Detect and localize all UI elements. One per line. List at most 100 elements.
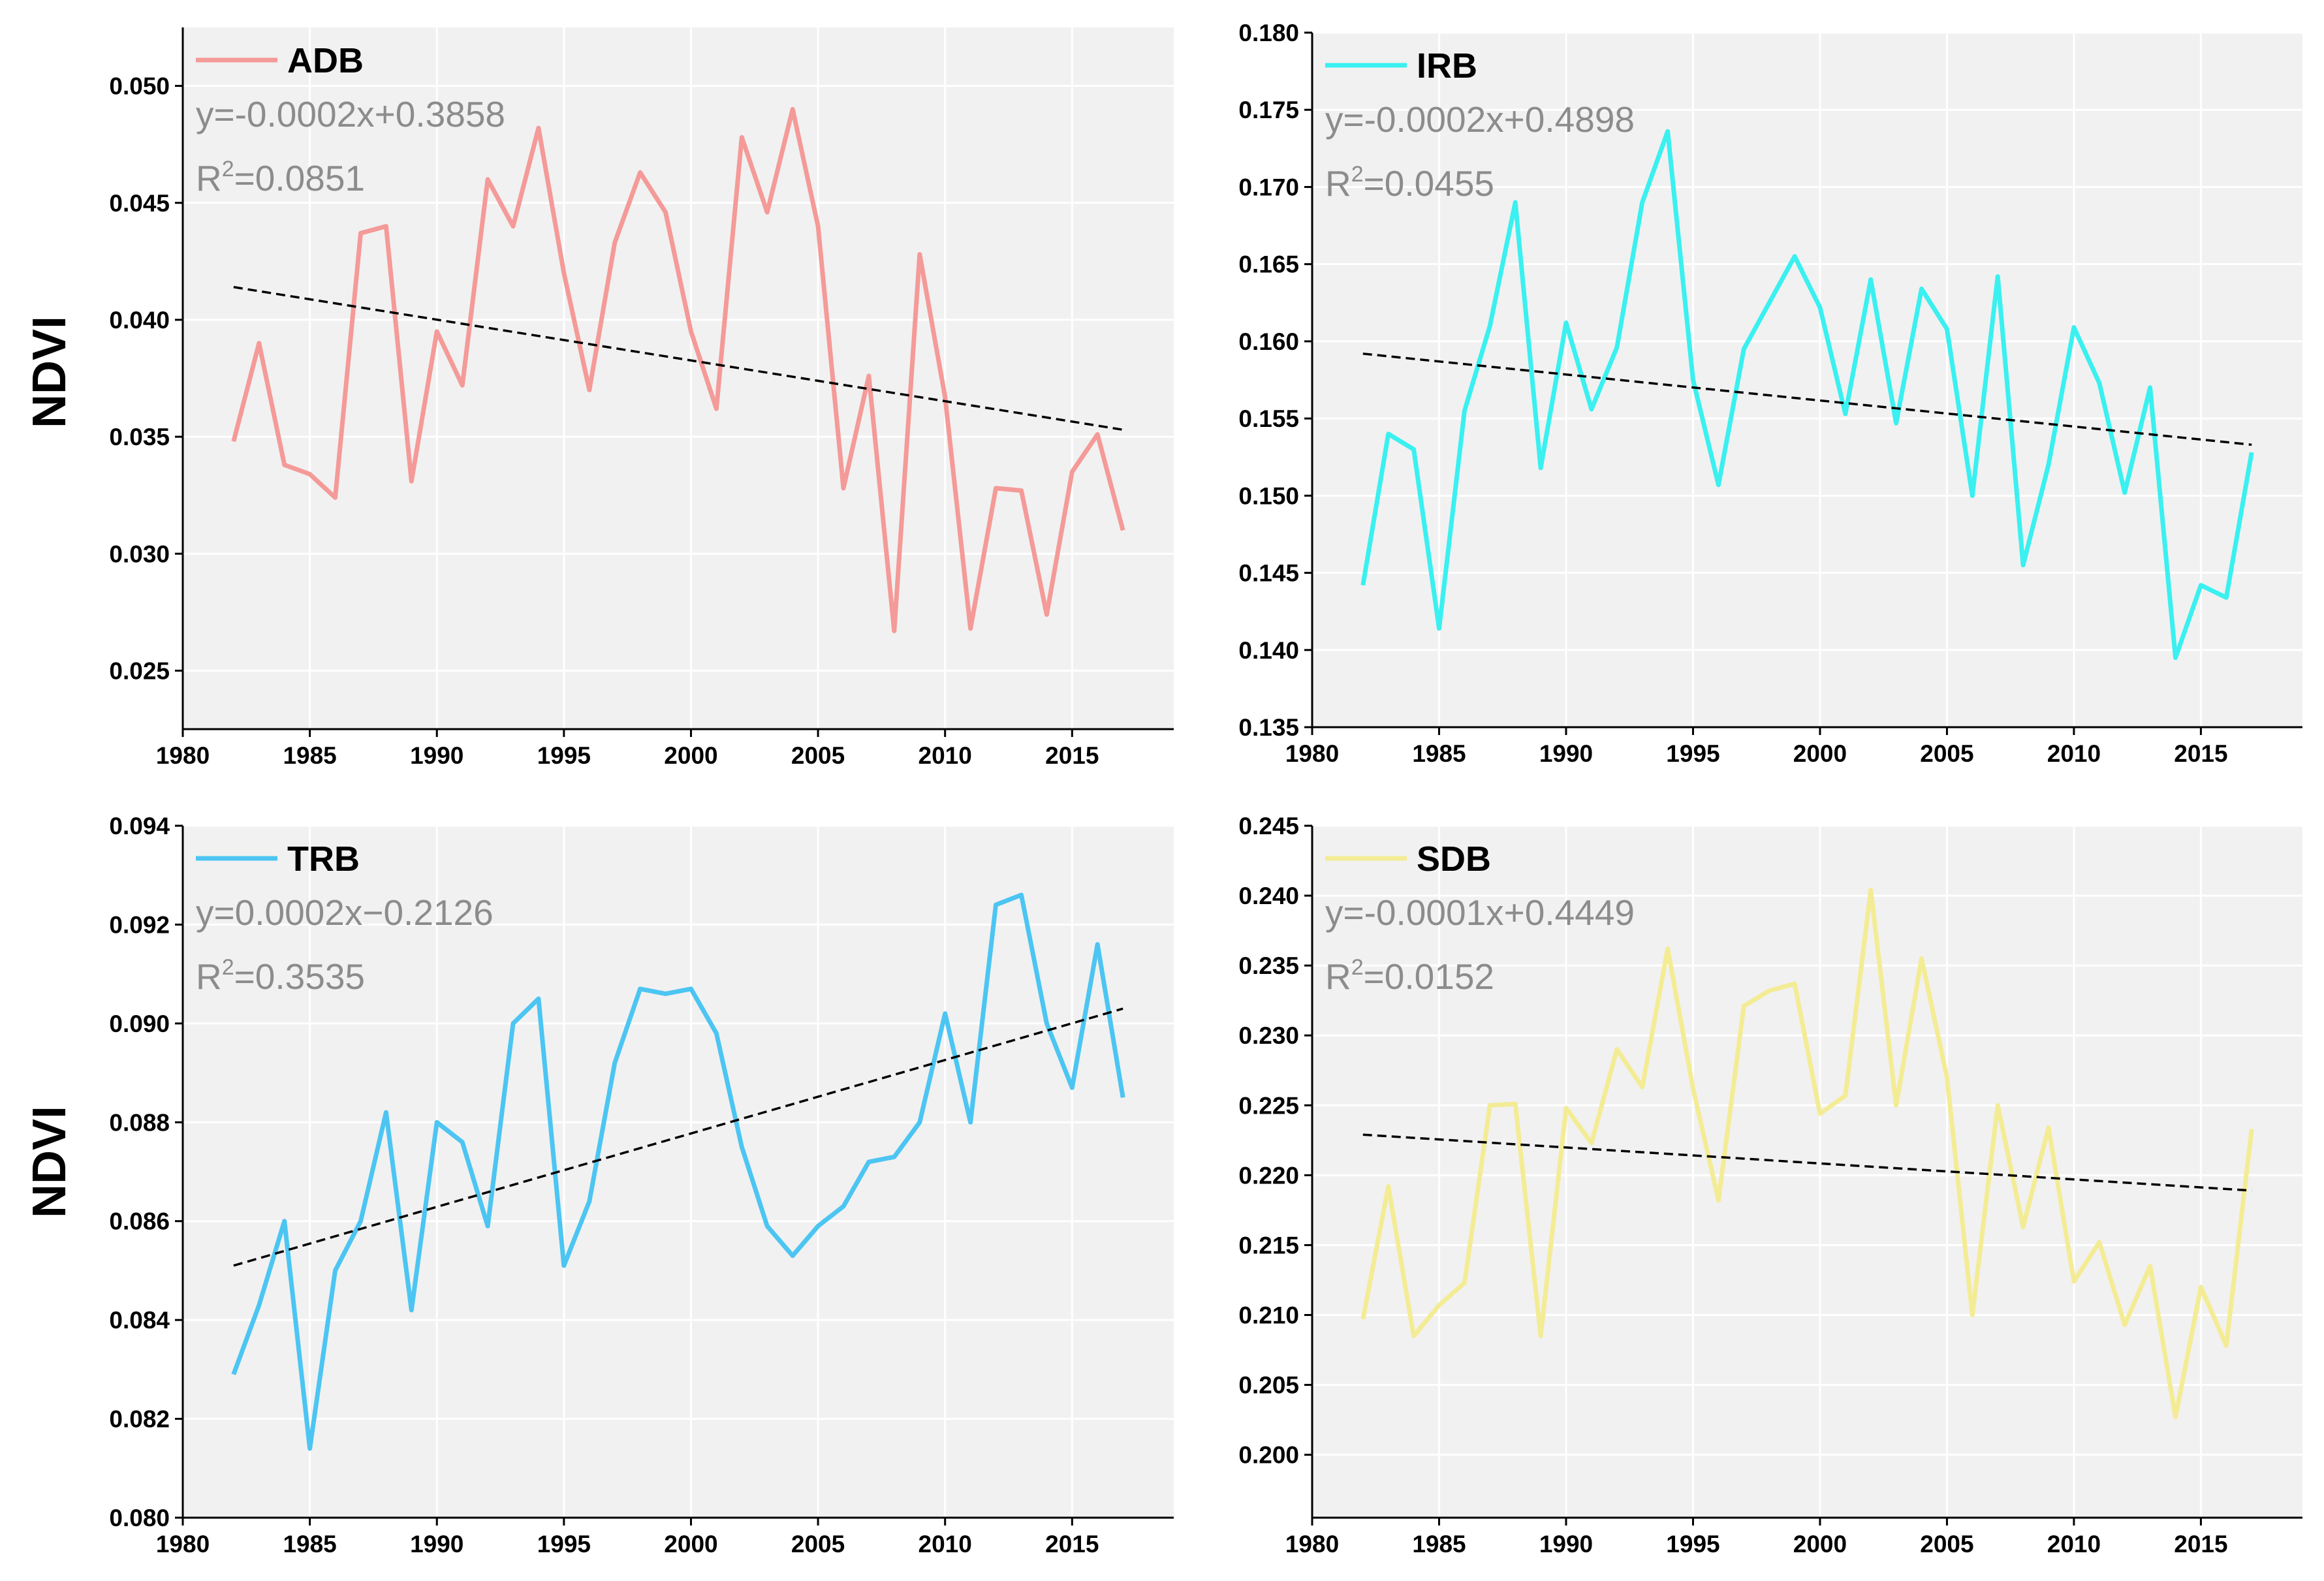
y-tick-label: 0.180 <box>1238 20 1299 46</box>
y-tick-label: 0.165 <box>1238 251 1299 278</box>
y-tick-label: 0.230 <box>1238 1022 1299 1049</box>
y-tick-label: 0.035 <box>109 424 170 450</box>
r-squared-trb: R2=0.3535 <box>196 955 365 997</box>
trend-line-sdb <box>1362 1133 2252 1192</box>
r-squared-adb: R2=0.0851 <box>196 157 365 198</box>
x-tick-label: 2015 <box>1045 742 1099 769</box>
y-axis-label-top: NDVI <box>24 316 76 428</box>
r-squared-symbol: R <box>196 956 222 997</box>
y-tick-label: 0.175 <box>1238 97 1299 123</box>
y-tick-label: 0.088 <box>109 1109 170 1136</box>
trend-line-trb <box>233 1007 1123 1267</box>
trend-equation-sdb: y=-0.0001x+0.4449 <box>1325 892 1635 933</box>
y-axis-label-bottom: NDVI <box>24 1106 76 1218</box>
r-squared-exponent: 2 <box>1351 955 1364 980</box>
trend-equation-trb: y=0.0002x−0.2126 <box>196 892 494 933</box>
r-squared-exponent: 2 <box>222 955 234 980</box>
y-tick-label: 0.140 <box>1238 637 1299 664</box>
x-tick-label: 1990 <box>410 742 463 769</box>
r-squared-symbol: R <box>196 158 222 198</box>
y-tick-label: 0.225 <box>1238 1092 1299 1119</box>
x-tick-label: 2000 <box>664 742 717 769</box>
x-tick-label: 2015 <box>2174 1531 2227 1558</box>
x-tick-label: 1995 <box>1666 1531 1719 1558</box>
y-tick-label: 0.025 <box>109 657 170 684</box>
x-tick-label: 1990 <box>1539 740 1593 767</box>
trend-equation-irb: y=-0.0002x+0.4898 <box>1325 99 1635 140</box>
legend-irb: IRB <box>1325 46 1477 86</box>
y-tick-label: 0.086 <box>109 1208 170 1235</box>
x-tick-label: 2005 <box>791 1531 845 1558</box>
x-tick-label: 1990 <box>1539 1531 1593 1558</box>
r-squared-value: =0.0455 <box>1364 163 1494 204</box>
series-line-irb <box>1360 129 2254 661</box>
r-squared-symbol: R <box>1325 163 1351 204</box>
x-tick-label: 1995 <box>1666 740 1719 767</box>
y-tick-label: 0.215 <box>1238 1232 1299 1259</box>
trend-equation-adb: y=-0.0002x+0.3858 <box>196 94 505 134</box>
y-tick-label: 0.205 <box>1238 1372 1299 1399</box>
x-tick-label: 1985 <box>1412 1531 1466 1558</box>
x-tick-label: 2000 <box>1793 740 1847 767</box>
r-squared-irb: R2=0.0455 <box>1325 162 1494 204</box>
y-tick-label: 0.200 <box>1238 1442 1299 1469</box>
x-tick-label: 1985 <box>283 1531 336 1558</box>
panel-trb: 1980 1985 1990 1995 2000 2005 2010 2015 0.080 0.0… <box>109 813 1174 1558</box>
y-tick-label: 0.160 <box>1238 328 1299 355</box>
x-tick-label: 1980 <box>1285 1531 1339 1558</box>
x-tick-label: 2015 <box>1045 1531 1099 1558</box>
y-tick-label: 0.094 <box>109 813 170 839</box>
gridlines <box>1311 824 2302 1518</box>
plot-background <box>1312 826 2302 1518</box>
series-line-sdb <box>1360 888 2254 1420</box>
y-tick-label: 0.050 <box>109 73 170 100</box>
panel-sdb: 1980 1985 1990 1995 2000 2005 2010 2015 0.200 0.2… <box>1238 813 2302 1558</box>
x-tick-label: 1995 <box>537 1531 591 1558</box>
series-line-trb <box>231 892 1125 1451</box>
y-tick-label: 0.145 <box>1238 560 1299 587</box>
x-tick-label: 2000 <box>664 1531 717 1558</box>
panel-adb: 1980 1985 1990 1995 2000 2005 2010 2015 0.025 0.0… <box>109 27 1174 769</box>
x-tick-label: 1995 <box>537 742 591 769</box>
x-tick-label: 1990 <box>410 1531 463 1558</box>
y-tick-label: 0.080 <box>109 1505 170 1531</box>
trend-line-irb <box>1362 352 2252 446</box>
gridlines <box>181 27 1174 729</box>
x-tick-label: 2010 <box>2047 740 2101 767</box>
r-squared-symbol: R <box>1325 956 1351 997</box>
legend-label-sdb: SDB <box>1417 839 1491 879</box>
series-line-adb <box>231 106 1125 633</box>
legend-sdb: SDB <box>1325 839 1491 879</box>
x-tick-label: 1985 <box>283 742 336 769</box>
y-tick-label: 0.240 <box>1238 883 1299 909</box>
r-squared-value: =0.0851 <box>234 158 365 198</box>
x-tick-label: 2000 <box>1793 1531 1847 1558</box>
y-tick-label: 0.150 <box>1238 482 1299 509</box>
trend-line-adb <box>233 286 1123 431</box>
x-tick-label: 2015 <box>2174 740 2227 767</box>
y-tick-label: 0.090 <box>109 1010 170 1037</box>
x-tick-label: 1980 <box>156 1531 210 1558</box>
x-tick-label: 2005 <box>1920 740 1973 767</box>
y-tick-label: 0.220 <box>1238 1162 1299 1189</box>
x-tick-label: 1980 <box>156 742 210 769</box>
y-tick-label: 0.084 <box>109 1307 170 1334</box>
x-tick-label: 1980 <box>1285 740 1339 767</box>
panel-irb: 1980 1985 1990 1995 2000 2005 2010 2015 0.135 0.1… <box>1238 20 2302 767</box>
r-squared-exponent: 2 <box>222 157 234 181</box>
y-tick-label: 0.030 <box>109 540 170 567</box>
y-tick-label: 0.245 <box>1238 813 1299 839</box>
axes: 1980 1985 1990 1995 2000 2005 2010 2015 0.135 0.1… <box>1238 20 2302 767</box>
r-squared-value: =0.0152 <box>1364 956 1494 997</box>
legend-label-adb: ADB <box>287 41 364 80</box>
legend-adb: ADB <box>196 41 364 80</box>
r-squared-value: =0.3535 <box>234 956 365 997</box>
x-tick-label: 2005 <box>1920 1531 1973 1558</box>
plot-background <box>183 826 1174 1518</box>
y-tick-label: 0.040 <box>109 307 170 334</box>
axes: 1980 1985 1990 1995 2000 2005 2010 2015 0.080 0.0… <box>109 813 1174 1558</box>
legend-label-trb: TRB <box>287 839 360 879</box>
legend-label-irb: IRB <box>1417 46 1477 86</box>
x-tick-label: 2010 <box>919 742 972 769</box>
